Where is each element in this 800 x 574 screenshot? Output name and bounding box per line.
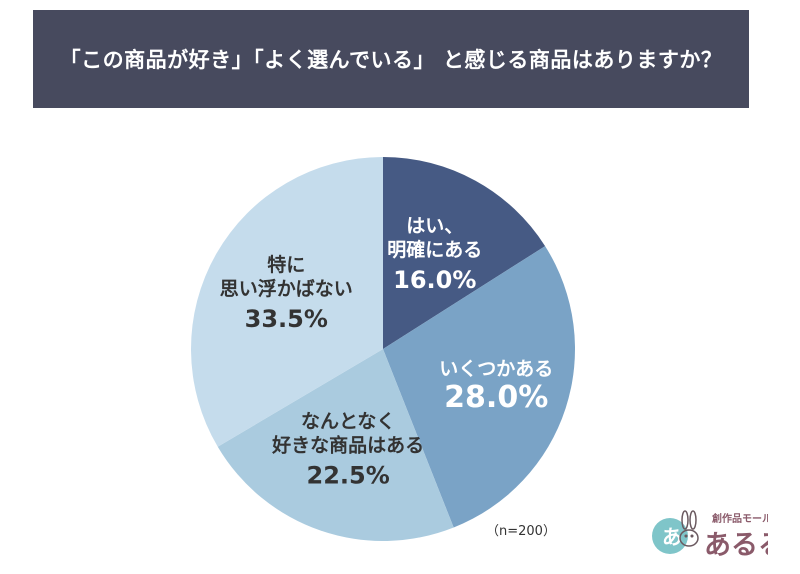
slice-label-3-line-1: なんとなく <box>301 411 395 433</box>
logo-mark: あ <box>662 525 682 549</box>
rabbit-icon <box>679 510 699 547</box>
slice-value-4: 33.5% <box>245 305 328 333</box>
chart-title: 「この商品が好き」「よく選んでいる」 と感じる商品はありますか？ <box>59 48 723 72</box>
slice-label-4-line-1: 特に <box>267 254 305 276</box>
pie-slice-4 <box>191 157 383 447</box>
slice-label-4-line-2: 思い浮かばない <box>220 277 353 300</box>
pie-slice-3 <box>217 349 454 541</box>
pie-slice-2 <box>383 246 575 528</box>
logo-circle-icon <box>652 518 688 554</box>
title-bar: 「この商品が好き」「よく選んでいる」 と感じる商品はありますか？ <box>33 10 749 108</box>
slice-label-1-line-2: 明確にある <box>387 238 482 261</box>
slice-value-3: 22.5% <box>307 462 390 490</box>
arururu-logo: あ 創作品モール あるる <box>652 510 768 561</box>
slice-label-2-line-1: いくつかある <box>439 358 553 380</box>
slice-label-1-line-1: はい、 <box>406 215 463 237</box>
slice-value-1: 16.0% <box>393 266 476 294</box>
logo-tagline: 創作品モール <box>711 512 768 525</box>
slice-value-2: 28.0% <box>444 380 548 415</box>
slice-label-3-line-2: 好きな商品はある <box>271 434 424 457</box>
pie-slice-1 <box>383 157 546 349</box>
sample-size-note: （n=200） <box>486 524 556 539</box>
logo-name: あるる <box>704 530 768 561</box>
